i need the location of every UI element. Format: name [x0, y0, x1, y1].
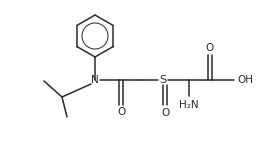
Text: O: O [161, 108, 169, 118]
Text: OH: OH [237, 75, 253, 85]
Text: H₂N: H₂N [179, 100, 199, 110]
Text: N: N [91, 75, 99, 85]
Text: S: S [160, 75, 167, 85]
Text: O: O [206, 43, 214, 53]
Text: O: O [117, 107, 125, 117]
